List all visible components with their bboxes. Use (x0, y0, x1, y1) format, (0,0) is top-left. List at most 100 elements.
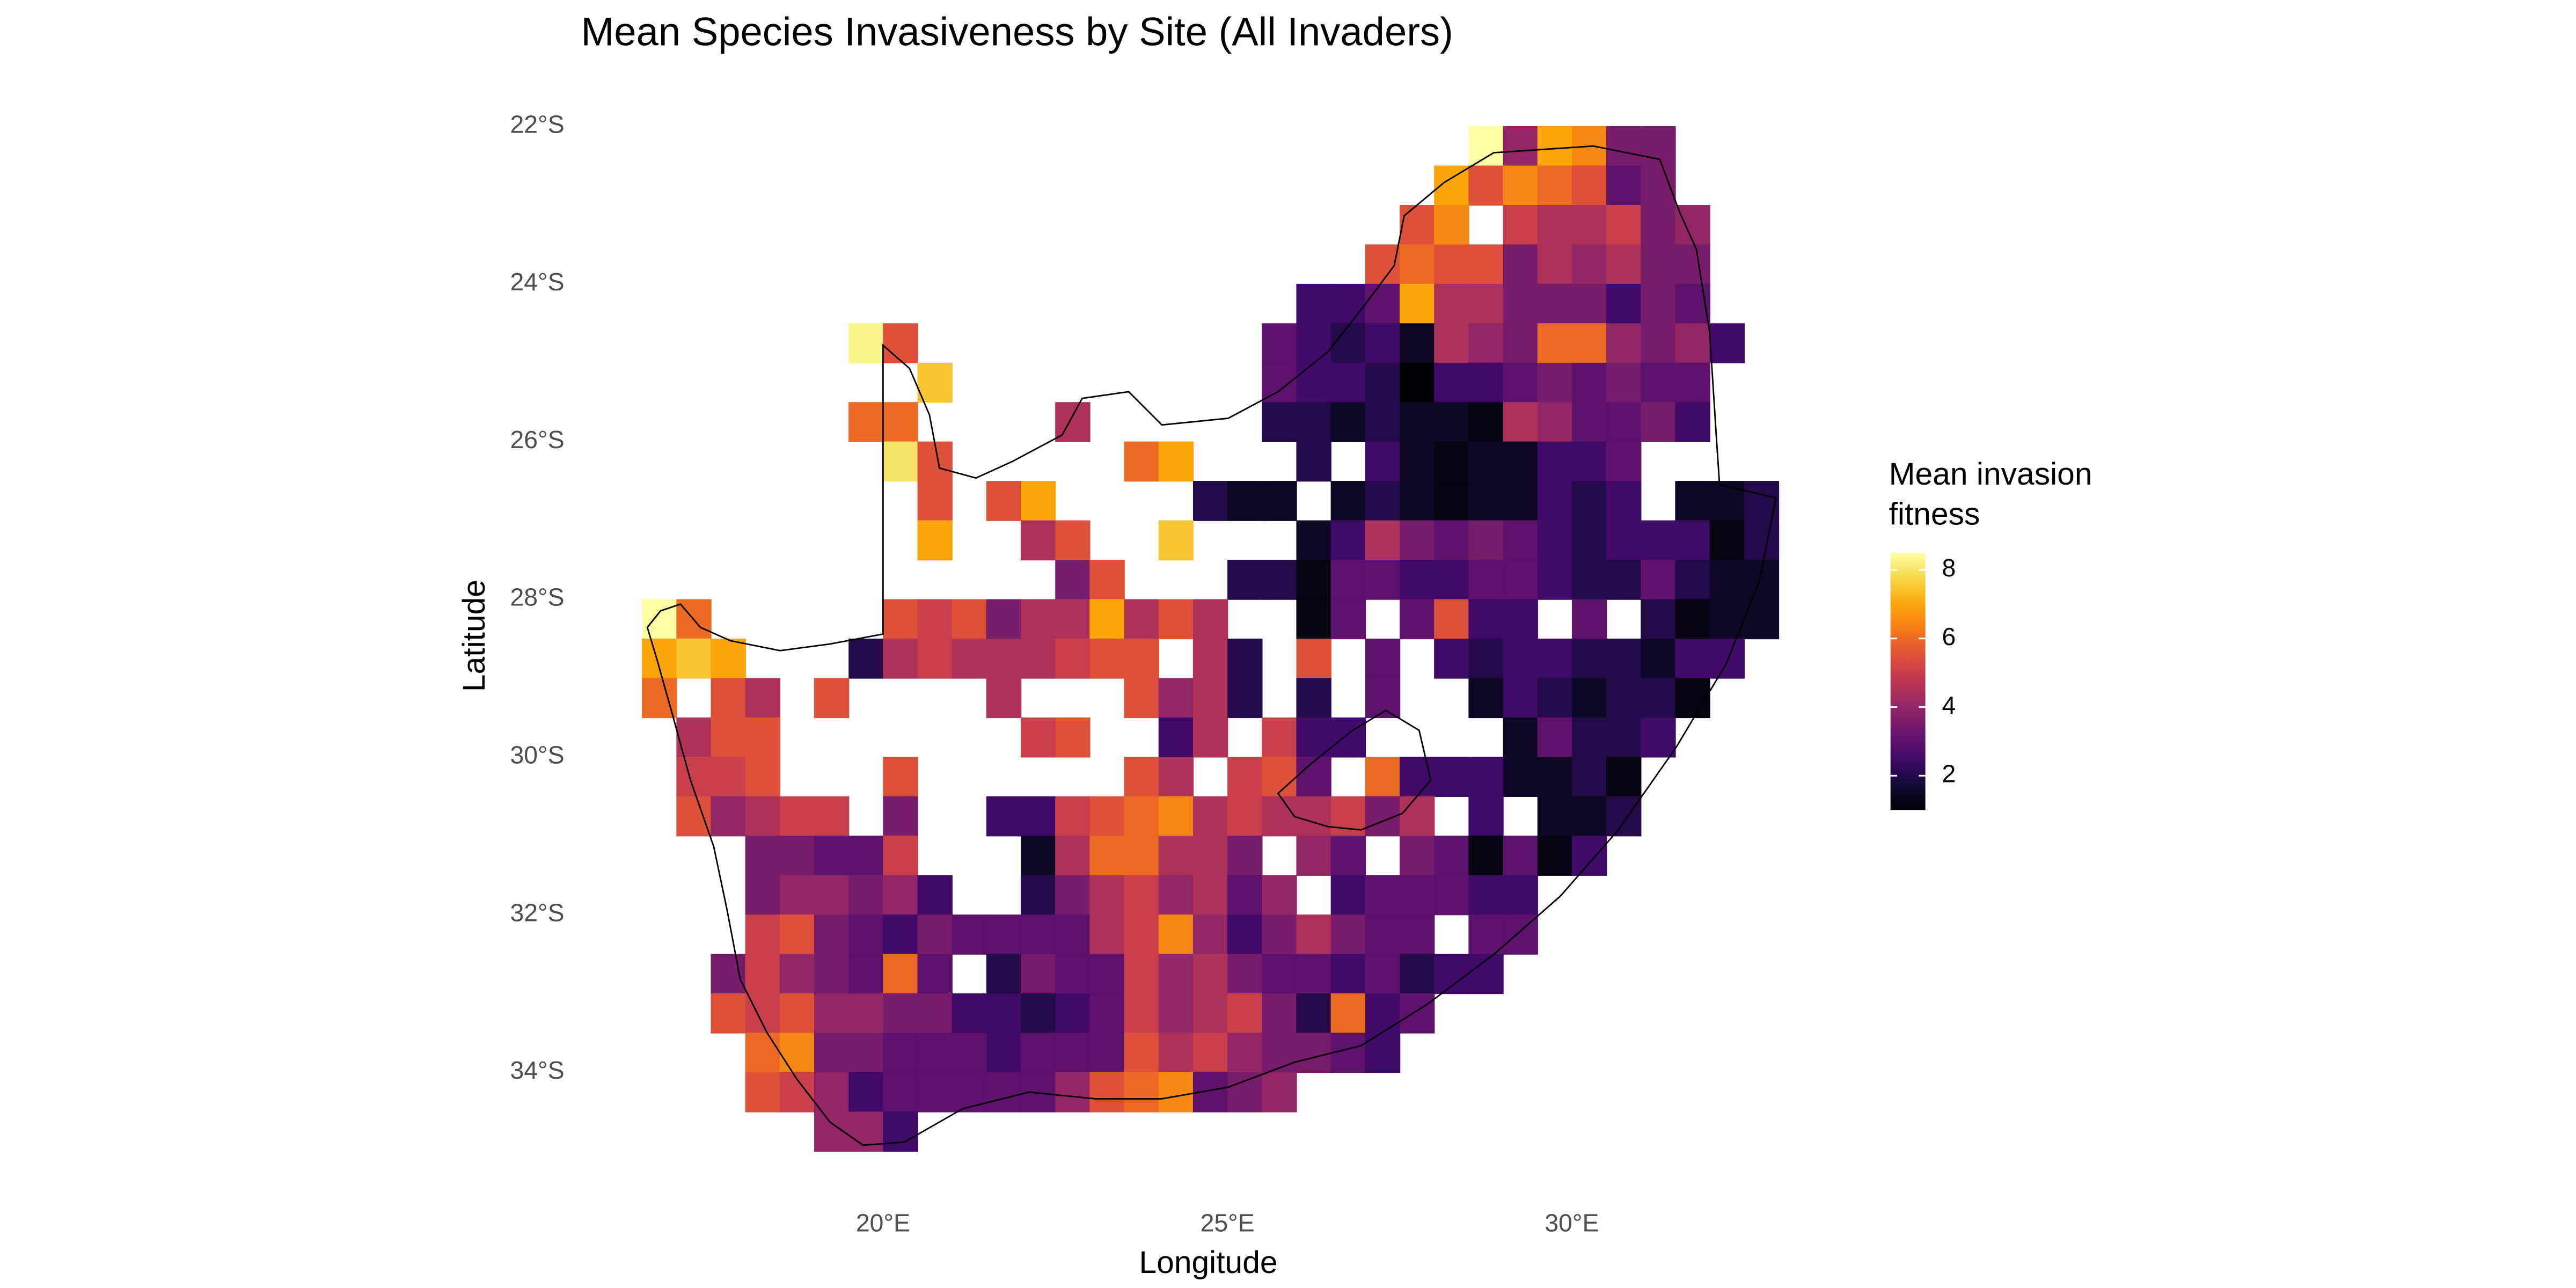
heat-cell (1399, 796, 1435, 837)
heat-cell (1330, 599, 1366, 640)
heat-cell (779, 1072, 815, 1113)
heat-cell (1675, 481, 1710, 521)
heat-cell (1124, 796, 1159, 837)
heat-cell (848, 1072, 884, 1113)
heat-cell (883, 1111, 918, 1152)
heat-cell (1262, 560, 1297, 600)
heat-cell (952, 599, 987, 640)
heat-cell (952, 1072, 987, 1113)
heat-cell (1641, 678, 1676, 719)
heat-cell (1571, 481, 1607, 521)
legend-title: Mean invasion fitness (1889, 458, 2092, 533)
heat-cell (1296, 1033, 1331, 1073)
heat-cell (1606, 126, 1642, 166)
heat-cell (1571, 402, 1607, 442)
heat-cell (1606, 283, 1642, 324)
heat-cell (1158, 1033, 1194, 1073)
y-axis-title: Latitude (457, 580, 492, 692)
heat-cell (1158, 993, 1194, 1034)
heat-cell (848, 875, 884, 916)
heat-cell (1192, 796, 1228, 837)
heat-cell (1365, 402, 1401, 442)
heat-cell (745, 914, 781, 955)
heat-cell (1158, 757, 1194, 797)
heat-cell (1365, 441, 1401, 482)
heat-cell (917, 520, 953, 561)
heat-cell (1571, 165, 1607, 206)
heat-cell (848, 993, 884, 1034)
heat-cell (1468, 244, 1504, 285)
heat-cell (1399, 362, 1435, 403)
heat-cell (1606, 717, 1642, 758)
heat-cell (1330, 283, 1366, 324)
heat-cell (1399, 875, 1435, 916)
heat-cell (1262, 481, 1297, 521)
heat-cell (1158, 796, 1194, 837)
x-tick-label: 30°E (1545, 1209, 1599, 1237)
heat-cell (1503, 875, 1538, 916)
heat-cell (1606, 441, 1642, 482)
heat-cell (1434, 520, 1469, 561)
heat-cell (986, 638, 1022, 679)
heat-cell (1434, 441, 1469, 482)
heat-cell (1675, 638, 1710, 679)
heat-cell (1124, 954, 1159, 994)
heat-cell (1537, 283, 1573, 324)
heat-cell (1365, 678, 1401, 719)
heat-cell (1021, 599, 1056, 640)
heat-cell (1399, 441, 1435, 482)
heat-cell (986, 993, 1022, 1034)
heat-cell (1296, 836, 1331, 876)
heat-cell (1158, 914, 1194, 955)
heat-cell (1468, 402, 1504, 442)
heat-cell (986, 1072, 1022, 1113)
heat-cell (917, 1033, 953, 1073)
heat-cell (1192, 914, 1228, 955)
heat-cell (1021, 914, 1056, 955)
heat-cell (1192, 875, 1228, 916)
heat-cell (1468, 481, 1504, 521)
heat-cell (1227, 1072, 1263, 1113)
heat-cell (1641, 283, 1676, 324)
heat-cell (1537, 638, 1573, 679)
heat-cell (1227, 796, 1263, 837)
heat-cell (1365, 757, 1401, 797)
heat-cell (1434, 954, 1469, 994)
heat-cell (1503, 126, 1538, 166)
heat-cell (1468, 362, 1504, 403)
heat-cell (1158, 1072, 1194, 1113)
heat-cell (1606, 796, 1642, 837)
heat-cell (1330, 914, 1366, 955)
heat-cell (917, 362, 953, 403)
heat-cell (1330, 954, 1366, 994)
heat-cell (1021, 481, 1056, 521)
heat-cell (1296, 757, 1331, 797)
heat-cell (1434, 836, 1469, 876)
heat-cell (642, 638, 677, 679)
heat-cell (1399, 323, 1435, 364)
heat-cell (1468, 165, 1504, 206)
heat-cell (1537, 441, 1573, 482)
heat-cell (848, 1033, 884, 1073)
heat-cell (1537, 244, 1573, 285)
heat-cell (848, 836, 884, 876)
heat-cell (1641, 402, 1676, 442)
heat-cell (1503, 283, 1538, 324)
heat-cell (1503, 717, 1538, 758)
legend-title-box: Mean invasion fitness (1889, 458, 2092, 533)
heat-cell (1503, 204, 1538, 245)
heat-cell (1468, 678, 1504, 719)
heat-cell (848, 323, 884, 364)
heat-cell (745, 757, 781, 797)
heat-cell (1192, 954, 1228, 994)
heat-cell (883, 796, 918, 837)
y-tick-label: 32°S (510, 898, 564, 926)
heat-cell (1296, 362, 1331, 403)
heat-cell (1192, 599, 1228, 640)
heat-cell (814, 678, 850, 719)
heat-cell (1606, 204, 1642, 245)
heat-cell (1055, 638, 1091, 679)
heat-cell (1571, 362, 1607, 403)
heat-cell (883, 757, 918, 797)
heat-cell (1434, 757, 1469, 797)
